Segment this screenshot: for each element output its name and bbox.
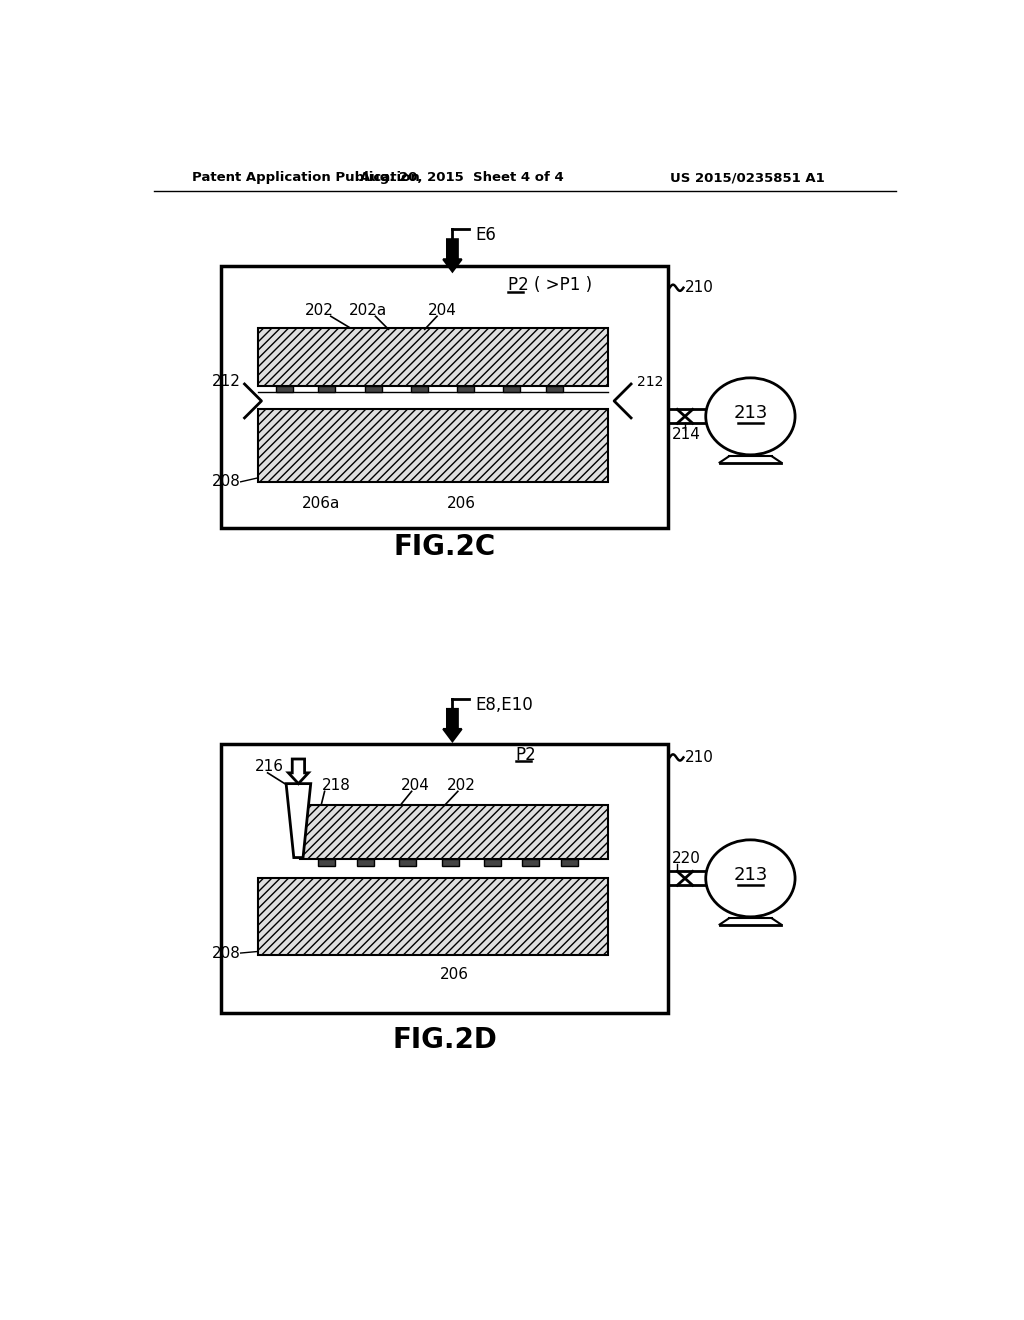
Bar bbox=[441, 859, 459, 866]
Text: P2 ( >P1 ): P2 ( >P1 ) bbox=[508, 276, 592, 294]
Bar bbox=[318, 385, 336, 392]
Text: 212: 212 bbox=[637, 375, 664, 388]
Bar bbox=[258, 409, 608, 482]
Ellipse shape bbox=[706, 378, 795, 455]
Text: 216: 216 bbox=[255, 759, 285, 775]
Bar bbox=[276, 385, 293, 392]
Text: FIG.2C: FIG.2C bbox=[393, 533, 496, 561]
Text: 210: 210 bbox=[685, 750, 714, 766]
Bar bbox=[411, 385, 428, 392]
Bar bbox=[484, 859, 501, 866]
Text: 202: 202 bbox=[305, 304, 334, 318]
Text: Aug. 20, 2015  Sheet 4 of 4: Aug. 20, 2015 Sheet 4 of 4 bbox=[359, 172, 563, 185]
Bar bbox=[221, 743, 668, 1014]
Bar bbox=[399, 859, 416, 866]
Text: 220: 220 bbox=[672, 851, 700, 866]
Text: 204: 204 bbox=[401, 779, 430, 793]
Bar bbox=[300, 805, 608, 859]
Bar bbox=[365, 385, 382, 392]
Text: 204: 204 bbox=[428, 304, 457, 318]
Text: Patent Application Publication: Patent Application Publication bbox=[193, 172, 420, 185]
Bar bbox=[258, 327, 608, 385]
FancyArrow shape bbox=[289, 759, 308, 784]
Text: 212: 212 bbox=[212, 374, 241, 389]
Text: US 2015/0235851 A1: US 2015/0235851 A1 bbox=[670, 172, 824, 185]
Bar bbox=[221, 267, 668, 528]
Text: 218: 218 bbox=[322, 779, 350, 793]
Text: FIG.2D: FIG.2D bbox=[392, 1026, 498, 1055]
Bar bbox=[258, 878, 608, 956]
Text: 206a: 206a bbox=[302, 496, 341, 511]
Ellipse shape bbox=[706, 840, 795, 917]
Bar bbox=[457, 385, 474, 392]
Text: 214: 214 bbox=[672, 428, 701, 442]
Text: 206: 206 bbox=[439, 968, 468, 982]
Text: 213: 213 bbox=[733, 404, 768, 421]
Bar bbox=[561, 859, 578, 866]
FancyArrow shape bbox=[443, 239, 462, 272]
Text: P2: P2 bbox=[515, 746, 537, 764]
Text: E8,E10: E8,E10 bbox=[475, 696, 534, 714]
Text: 206: 206 bbox=[447, 496, 476, 511]
Text: 202a: 202a bbox=[348, 304, 387, 318]
Text: E6: E6 bbox=[475, 227, 497, 244]
Text: 208: 208 bbox=[212, 474, 241, 490]
Bar bbox=[522, 859, 540, 866]
Bar bbox=[357, 859, 374, 866]
Bar bbox=[546, 385, 562, 392]
Polygon shape bbox=[286, 784, 310, 858]
FancyArrow shape bbox=[443, 709, 462, 742]
Bar bbox=[318, 859, 336, 866]
Text: 208: 208 bbox=[212, 945, 241, 961]
Text: 213: 213 bbox=[733, 866, 768, 883]
Text: 210: 210 bbox=[685, 280, 714, 296]
Text: 202: 202 bbox=[447, 779, 476, 793]
Bar bbox=[503, 385, 520, 392]
